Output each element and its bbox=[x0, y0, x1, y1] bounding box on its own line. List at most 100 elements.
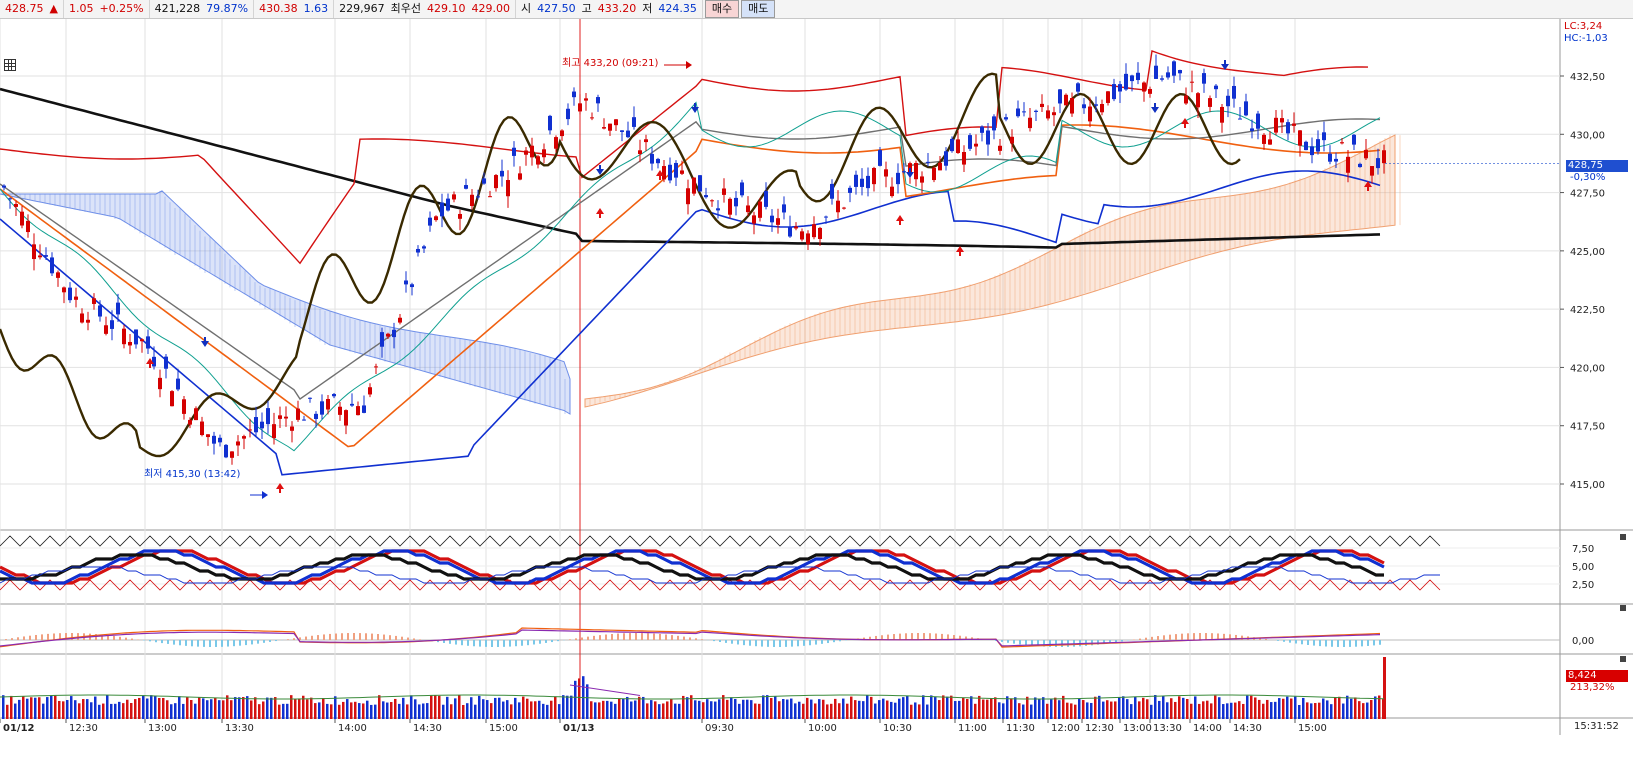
volume-bar bbox=[102, 703, 105, 719]
price-change-pct: +0.25% bbox=[99, 2, 144, 15]
candle-body bbox=[566, 108, 570, 120]
volume-bar bbox=[1090, 702, 1093, 719]
hc-label: HC:-1,03 bbox=[1564, 33, 1608, 44]
volume-bar bbox=[346, 699, 349, 719]
candle-body bbox=[500, 170, 504, 177]
time-tick-label: 13:00 bbox=[148, 723, 177, 734]
candle-body bbox=[524, 150, 528, 155]
volume-bar bbox=[674, 703, 677, 719]
sell-button[interactable]: 매도 bbox=[741, 0, 776, 18]
candle-body bbox=[1058, 89, 1062, 104]
volume-bar bbox=[78, 703, 81, 719]
volume-bar bbox=[42, 703, 45, 719]
price-chart-svg[interactable]: 432,50 430,00 427,50 425,00 422,50 420,00 417,… bbox=[0, 19, 1633, 772]
volume-bar bbox=[146, 698, 149, 719]
volume-bar bbox=[1230, 702, 1233, 719]
volume-bar bbox=[430, 695, 433, 719]
volume-bar bbox=[1270, 702, 1273, 719]
candle-body bbox=[920, 176, 924, 183]
volume-bar bbox=[362, 703, 365, 719]
volume-bar bbox=[270, 697, 273, 719]
volume-bar bbox=[202, 698, 205, 719]
volume-bar bbox=[1238, 701, 1241, 719]
volume-bar bbox=[306, 699, 309, 719]
candle-body bbox=[1142, 82, 1146, 92]
volume-bar bbox=[854, 700, 857, 719]
volume-bar bbox=[694, 700, 697, 719]
last-price: 428.75 bbox=[5, 2, 44, 15]
candle-body bbox=[728, 198, 732, 215]
candle-body bbox=[332, 394, 336, 397]
volume-bar bbox=[478, 695, 481, 719]
volume-bar bbox=[882, 698, 885, 719]
table-grid-icon[interactable] bbox=[4, 59, 16, 71]
candle-body bbox=[344, 410, 348, 426]
volume-bar bbox=[934, 697, 937, 719]
volume-bar bbox=[1246, 695, 1249, 719]
volume-bar bbox=[1130, 704, 1133, 719]
volume-bar bbox=[642, 696, 645, 719]
volume-bar bbox=[278, 704, 281, 719]
volume-bar bbox=[182, 703, 185, 719]
candle-body bbox=[1124, 73, 1128, 90]
volume-bar bbox=[142, 695, 145, 719]
volume-bar bbox=[594, 702, 597, 719]
candle-body bbox=[1382, 150, 1386, 164]
volume-bar bbox=[1286, 696, 1289, 719]
candle-body bbox=[1184, 95, 1188, 104]
indicator-panel-toggle[interactable] bbox=[1620, 534, 1626, 540]
volume-bar bbox=[238, 697, 241, 719]
volume-bar bbox=[754, 703, 757, 719]
candle-body bbox=[122, 328, 126, 345]
candle-body bbox=[1190, 81, 1194, 83]
candle-body bbox=[26, 220, 30, 233]
candle-body bbox=[626, 130, 630, 138]
time-tick-label: 15:00 bbox=[489, 723, 518, 734]
volume-bar bbox=[442, 704, 445, 719]
volume-bar bbox=[226, 695, 229, 719]
candle-body bbox=[710, 200, 714, 202]
volume-bar bbox=[890, 701, 893, 719]
candle-body bbox=[1274, 117, 1278, 133]
candle-body bbox=[1232, 85, 1236, 99]
chart-area[interactable]: 432,50 430,00 427,50 425,00 422,50 420,00 417,… bbox=[0, 19, 1633, 772]
indicator-red-line bbox=[0, 549, 1385, 585]
candle-body bbox=[884, 169, 888, 177]
low-pointer-arrow-icon bbox=[262, 491, 268, 499]
volume-bar bbox=[62, 701, 65, 719]
candle-body bbox=[740, 182, 744, 196]
candle-body bbox=[1292, 123, 1296, 126]
candle-body bbox=[1022, 111, 1026, 113]
volume-bar bbox=[826, 704, 829, 719]
volume-bar bbox=[162, 698, 165, 719]
volume-bar bbox=[1094, 696, 1097, 719]
sell-signal-arrow-icon bbox=[201, 337, 209, 347]
volume-bar bbox=[434, 695, 437, 719]
volume-bar bbox=[778, 701, 781, 719]
prev-diff: 1.63 bbox=[303, 2, 329, 15]
baseline-grey-line bbox=[0, 118, 1381, 400]
macd-panel-toggle[interactable] bbox=[1620, 605, 1626, 611]
volume-bar bbox=[110, 703, 113, 719]
volume-panel-toggle[interactable] bbox=[1620, 656, 1626, 662]
candle-body bbox=[32, 244, 36, 260]
volume-bar bbox=[446, 696, 449, 719]
volume-bar bbox=[1170, 698, 1173, 719]
buy-button[interactable]: 매수 bbox=[704, 0, 740, 18]
candle-body bbox=[386, 333, 390, 337]
volume-bar bbox=[154, 695, 157, 719]
candle-body bbox=[1052, 112, 1056, 116]
volume-bar bbox=[34, 697, 37, 719]
candle-body bbox=[770, 215, 774, 223]
candle-body bbox=[182, 399, 186, 414]
volume-pct-tag: 213,32% bbox=[1570, 682, 1615, 693]
high-annotation: 최고 433,20 (09:21) bbox=[562, 58, 659, 69]
candle-body bbox=[1340, 142, 1344, 144]
candle-body bbox=[326, 398, 330, 410]
volume-bar bbox=[1014, 697, 1017, 719]
candle-body bbox=[1286, 122, 1290, 134]
open-interest: 229,967 bbox=[339, 2, 385, 15]
volume-bar bbox=[1102, 701, 1105, 719]
volume-bar bbox=[414, 699, 417, 719]
volume-bar bbox=[702, 702, 705, 719]
